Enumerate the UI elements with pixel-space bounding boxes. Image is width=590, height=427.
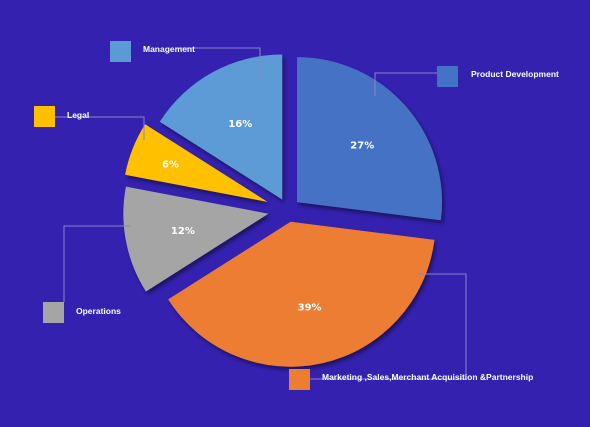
legend-swatch-marketing-sales-merchant-acquisition-partnership: [289, 369, 310, 390]
data-label-management: 16%: [228, 119, 252, 130]
legend-label-product-development: Product Development: [471, 69, 559, 79]
data-label-operations: 12%: [171, 226, 195, 237]
pie-slice-marketing-sales-merchant-acquisition-partnership: [168, 221, 435, 367]
legend-label-operations: Operations: [76, 306, 121, 316]
pie-slice-legal: [125, 124, 268, 202]
legend-label-legal: Legal: [67, 110, 89, 120]
pie-slice-product-development: [297, 57, 443, 221]
legend-swatch-operations: [43, 302, 64, 323]
data-label-product-development: 27%: [350, 141, 374, 152]
legend-label-marketing-sales-merchant-acquisition-partnership: Marketing ,Sales,Merchant Acquisition &P…: [322, 372, 533, 382]
data-label-legal: 6%: [162, 159, 179, 170]
legend-swatch-product-development: [437, 66, 458, 87]
legend-label-management: Management: [143, 44, 195, 54]
leader-line-operations: [63, 225, 130, 302]
data-label-marketing-sales-merchant-acquisition-partnership: 39%: [298, 303, 322, 314]
pie-slice-management: [159, 54, 283, 200]
leader-line-management: [176, 47, 261, 80]
leader-line-legal: [55, 116, 145, 140]
pie-slice-operations: [123, 186, 269, 292]
legend-swatch-management: [110, 41, 131, 62]
legend-swatch-legal: [34, 106, 55, 127]
leader-line-product-development: [374, 72, 437, 96]
leader-line-marketing-sales-merchant-acquisition-partnership: [310, 273, 467, 380]
